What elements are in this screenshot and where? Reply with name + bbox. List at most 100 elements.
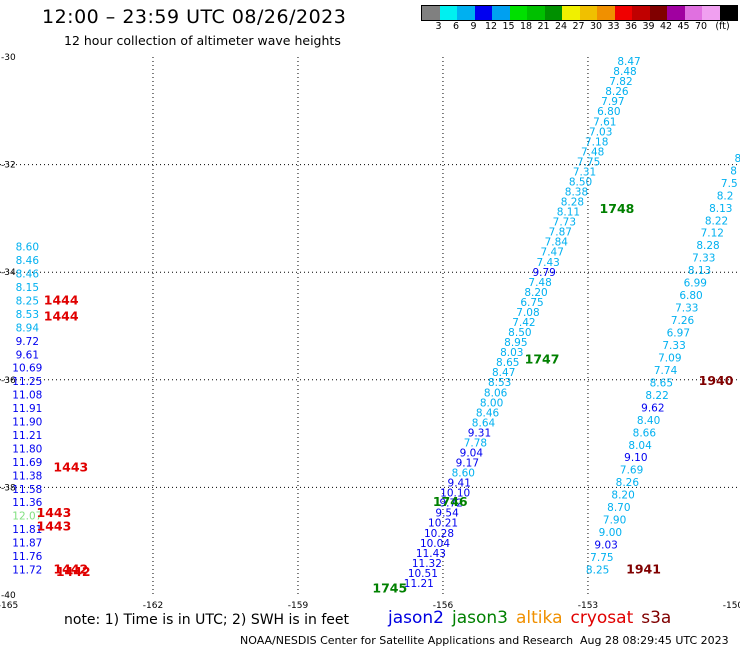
lat-tick-label: -40 bbox=[1, 591, 16, 601]
map-title: 12:00 – 23:59 UTC 08/26/2023 bbox=[42, 6, 347, 28]
east-track-value: 7.33 bbox=[662, 340, 685, 352]
center-track-value: 7.87 bbox=[549, 227, 572, 239]
east-track-value: 7.12 bbox=[701, 228, 724, 240]
east-track-value: 8 bbox=[734, 153, 740, 165]
pass-time-label: 1443 bbox=[37, 505, 72, 520]
pass-time-label: 1442 bbox=[53, 561, 88, 576]
colorbar-cell bbox=[719, 6, 737, 20]
legend-altika: altika bbox=[516, 608, 563, 628]
colorbar-label: (ft) bbox=[715, 21, 730, 32]
west-track-value: 11.69 bbox=[12, 457, 42, 469]
colorbar-cell bbox=[509, 6, 527, 20]
colorbar-label: 12 bbox=[484, 21, 498, 32]
center-track-value: 6.75 bbox=[520, 297, 543, 309]
pass-time-label: 1746 bbox=[433, 494, 468, 509]
center-track-value: 7.31 bbox=[573, 166, 596, 178]
center-track-value: 8.65 bbox=[496, 357, 519, 369]
center-track-value: 8.11 bbox=[557, 207, 580, 219]
colorbar-cell bbox=[527, 6, 545, 20]
east-track-value: 8.40 bbox=[637, 415, 660, 427]
west-track-value: 11.58 bbox=[12, 484, 42, 496]
east-track-value: 6.99 bbox=[684, 278, 707, 290]
west-track-value: 11.25 bbox=[12, 376, 42, 388]
colorbar-cell bbox=[562, 6, 580, 20]
west-track-value: 8.53 bbox=[16, 309, 39, 321]
colorbar-label: 27 bbox=[572, 21, 585, 32]
east-track-value: 8.13 bbox=[709, 203, 732, 215]
west-track-value: 9.61 bbox=[16, 349, 39, 361]
center-track-value: 8.20 bbox=[524, 287, 547, 299]
east-track-value: 8.2 bbox=[717, 190, 734, 202]
lat-tick-label: -32 bbox=[1, 161, 16, 171]
center-track-value: 7.61 bbox=[593, 116, 616, 128]
west-track-value: 10.69 bbox=[12, 363, 42, 375]
center-track-value: 8.50 bbox=[508, 327, 531, 339]
east-track-value: 9.10 bbox=[624, 452, 647, 464]
pass-time-label: 1941 bbox=[626, 561, 661, 576]
lon-tick-label: -162 bbox=[143, 601, 163, 611]
west-track-value: 11.76 bbox=[12, 551, 42, 563]
west-track-value: 11.08 bbox=[12, 390, 42, 402]
center-track-value: 7.08 bbox=[516, 307, 539, 319]
colorbar-cell bbox=[457, 6, 475, 20]
east-track-value: 7.26 bbox=[671, 315, 695, 327]
center-track-value: 9.31 bbox=[468, 427, 491, 439]
east-track-value: 8.22 bbox=[645, 390, 668, 402]
west-track-value: 12.07 bbox=[12, 511, 42, 523]
pass-time-label: 1444 bbox=[44, 309, 79, 324]
colorbar-label: 18 bbox=[519, 21, 533, 32]
west-track-value: 11.72 bbox=[12, 564, 42, 576]
west-track-value: 8.60 bbox=[16, 242, 39, 254]
colorbar bbox=[421, 5, 738, 21]
east-track-value: 8.04 bbox=[628, 440, 652, 452]
east-track-value: 8.25 bbox=[586, 564, 609, 576]
lon-tick-label: -156 bbox=[433, 601, 454, 611]
colorbar-cell bbox=[649, 6, 667, 20]
center-track-value: 7.97 bbox=[601, 96, 624, 108]
center-track-value: 8.26 bbox=[605, 86, 629, 98]
center-track-value: 7.47 bbox=[541, 247, 564, 259]
center-track-value: 8.46 bbox=[476, 407, 500, 419]
colorbar-label: 33 bbox=[607, 21, 620, 32]
pass-time-label: 1442 bbox=[56, 564, 91, 579]
legend-s3a: s3a bbox=[641, 608, 672, 628]
center-track-value: 7.03 bbox=[589, 126, 612, 138]
center-track-value: 7.42 bbox=[512, 317, 535, 329]
center-track-value: 8.48 bbox=[613, 66, 636, 78]
center-track-value: 8.06 bbox=[484, 387, 508, 399]
east-track-value: 7.33 bbox=[692, 253, 715, 265]
west-track-value: 11.38 bbox=[12, 470, 42, 482]
center-track-value: 11.32 bbox=[412, 558, 442, 570]
west-track-value: 11.90 bbox=[12, 417, 42, 429]
center-track-value: 10.28 bbox=[424, 528, 454, 540]
satellite-legend: jason2 jason3 altika cryosat s3a bbox=[388, 608, 679, 628]
east-track-value: 8.66 bbox=[633, 427, 657, 439]
east-track-value: 8.22 bbox=[705, 215, 728, 227]
center-track-value: 8.53 bbox=[488, 377, 511, 389]
center-track-value: 11.21 bbox=[404, 578, 434, 590]
west-track-value: 8.46 bbox=[16, 255, 40, 267]
center-track-value: 10.21 bbox=[428, 518, 458, 530]
center-track-value: 7.73 bbox=[553, 217, 576, 229]
colorbar-cell bbox=[439, 6, 457, 20]
center-track-value: 9.79 bbox=[532, 267, 555, 279]
colorbar-label: 24 bbox=[554, 21, 568, 32]
colorbar-label: 36 bbox=[624, 21, 638, 32]
colorbar-labels: 3 6 9 12 15 18 21 24 27 30 33 36 39 42 45 70 (ft) bbox=[421, 21, 740, 35]
center-track-value: 6.80 bbox=[597, 106, 620, 118]
colorbar-label: 15 bbox=[502, 21, 515, 32]
east-track-value: 6.80 bbox=[679, 290, 702, 302]
west-track-value: 9.72 bbox=[16, 336, 39, 348]
colorbar-label: 42 bbox=[659, 21, 673, 32]
lat-tick-label: -36 bbox=[1, 376, 16, 386]
center-track-value: 9.17 bbox=[456, 458, 479, 470]
legend-jason2: jason2 bbox=[388, 608, 444, 628]
colorbar-cell bbox=[422, 6, 440, 20]
footer-credit: NOAA/NESDIS Center for Satellite Applica… bbox=[240, 634, 574, 647]
colorbar-label: 3 bbox=[435, 21, 442, 32]
west-track-value: 8.15 bbox=[16, 282, 39, 294]
east-track-value: 7.90 bbox=[603, 515, 626, 527]
west-track-value: 8.94 bbox=[16, 322, 40, 334]
center-track-value: 7.48 bbox=[528, 277, 551, 289]
colorbar-label: 9 bbox=[470, 21, 477, 32]
